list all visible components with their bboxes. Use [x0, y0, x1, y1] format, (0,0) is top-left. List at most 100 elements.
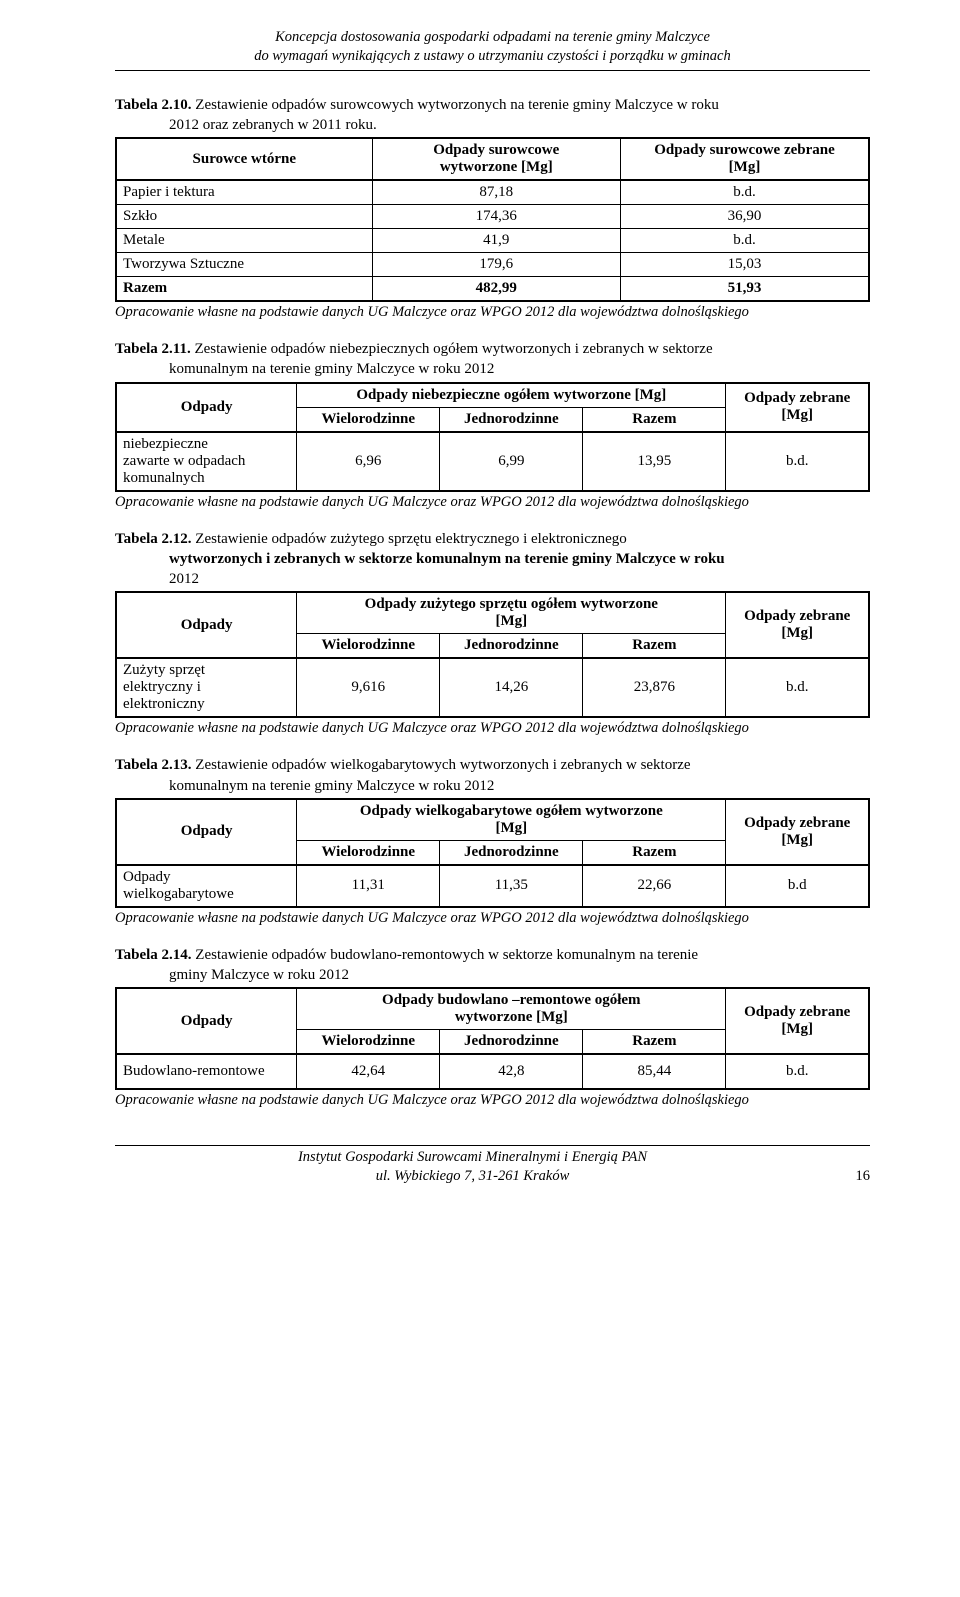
header-rule [115, 70, 870, 71]
table-2-10: Surowce wtórne Odpady surowcowe wytworzo… [115, 137, 870, 302]
cell-z: b.d [726, 865, 869, 907]
table-row: Papier i tektura 87,18 b.d. [116, 180, 869, 205]
table-header-row: Odpady Odpady niebezpieczne ogółem wytwo… [116, 383, 869, 408]
col-zebrane: Odpady zebrane [Mg] [726, 383, 869, 432]
table-row: Odpady wielkogabarytowe 11,31 11,35 22,6… [116, 865, 869, 907]
cell-name: Metale [116, 229, 372, 253]
sub-j: Jednorodzinne [440, 407, 583, 432]
table-header-row: Odpady Odpady zużytego sprzętu ogółem wy… [116, 592, 869, 634]
cell-name: Szkło [116, 205, 372, 229]
doc-header: Koncepcja dostosowania gospodarki odpada… [115, 28, 870, 66]
caption-2-13: Tabela 2.13. Zestawienie odpadów wielkog… [115, 755, 870, 796]
header-line1: Koncepcja dostosowania gospodarki odpada… [275, 29, 710, 45]
page-footer: Instytut Gospodarki Surowcami Mineralnym… [115, 1148, 870, 1186]
caption-2-12: Tabela 2.12. Zestawienie odpadów zużyteg… [115, 529, 870, 590]
caption-num: Tabela 2.14. [115, 947, 192, 963]
table-row: Szkło 174,36 36,90 [116, 205, 869, 229]
caption-text-l2: gminy Malczyce w roku 2012 [115, 965, 870, 985]
col-grp: Odpady niebezpieczne ogółem wytworzone [… [297, 383, 726, 408]
page-number: 16 [830, 1167, 870, 1186]
col-odpady: Odpady [116, 592, 297, 658]
cell-name: Papier i tektura [116, 180, 372, 205]
table-2-13: Odpady Odpady wielkogabarytowe ogółem wy… [115, 798, 870, 908]
table-header-row: Odpady Odpady wielkogabarytowe ogółem wy… [116, 799, 869, 841]
cell-j: 11,35 [440, 865, 583, 907]
col-grp: Odpady budowlano –remontowe ogółem wytwo… [297, 988, 726, 1030]
cell-z: b.d. [726, 658, 869, 717]
cell-r: 22,66 [583, 865, 726, 907]
cell-name: Odpady wielkogabarytowe [116, 865, 297, 907]
cell-name: Razem [116, 277, 372, 302]
cell-r: 85,44 [583, 1054, 726, 1089]
cell-v1: 482,99 [372, 277, 620, 302]
sub-r: Razem [583, 634, 726, 659]
col-odpady: Odpady [116, 988, 297, 1054]
cell-r: 23,876 [583, 658, 726, 717]
cell-v2: 15,03 [621, 253, 870, 277]
table-row: niebezpieczne zawarte w odpadach komunal… [116, 432, 869, 491]
col-surowce: Surowce wtórne [116, 138, 372, 180]
table-header-row: Surowce wtórne Odpady surowcowe wytworzo… [116, 138, 869, 180]
caption-text: Zestawienie odpadów niebezpiecznych ogół… [191, 341, 713, 357]
cell-z: b.d. [726, 1054, 869, 1089]
sub-r: Razem [583, 407, 726, 432]
caption-text-l2: wytworzonych i zebranych w sektorze komu… [115, 549, 870, 569]
col-zebrane: Odpady zebrane [Mg] [726, 988, 869, 1054]
table-row: Tworzywa Sztuczne 179,6 15,03 [116, 253, 869, 277]
col-zebrane: Odpady zebrane [Mg] [726, 799, 869, 865]
caption-text-l2: komunalnym na terenie gminy Malczyce w r… [115, 359, 870, 379]
cell-z: b.d. [726, 432, 869, 491]
table-row: Budowlano-remontowe 42,64 42,8 85,44 b.d… [116, 1054, 869, 1089]
cell-name: niebezpieczne zawarte w odpadach komunal… [116, 432, 297, 491]
cell-v2: b.d. [621, 180, 870, 205]
caption-2-11: Tabela 2.11. Zestawienie odpadów niebezp… [115, 339, 870, 380]
caption-2-10: Tabela 2.10. Zestawienie odpadów surowco… [115, 95, 870, 136]
table-2-12: Odpady Odpady zużytego sprzętu ogółem wy… [115, 591, 870, 718]
caption-num: Tabela 2.13. [115, 757, 192, 773]
col-wytworzone: Odpady surowcowe wytworzone [Mg] [372, 138, 620, 180]
sub-r: Razem [583, 1030, 726, 1055]
cell-v1: 174,36 [372, 205, 620, 229]
source-note: Opracowanie własne na podstawie danych U… [115, 910, 870, 927]
table-total-row: Razem 482,99 51,93 [116, 277, 869, 302]
cell-j: 6,99 [440, 432, 583, 491]
cell-v1: 87,18 [372, 180, 620, 205]
cell-name: Zużyty sprzęt elektryczny i elektroniczn… [116, 658, 297, 717]
cell-name: Tworzywa Sztuczne [116, 253, 372, 277]
cell-w: 11,31 [297, 865, 440, 907]
caption-text: Zestawienie odpadów zużytego sprzętu ele… [192, 531, 627, 547]
sub-w: Wielorodzinne [297, 407, 440, 432]
caption-num: Tabela 2.11. [115, 341, 191, 357]
cell-v2: 36,90 [621, 205, 870, 229]
cell-w: 42,64 [297, 1054, 440, 1089]
col-odpady: Odpady [116, 799, 297, 865]
source-note: Opracowanie własne na podstawie danych U… [115, 1092, 870, 1109]
sub-j: Jednorodzinne [440, 840, 583, 865]
table-row: Metale 41,9 b.d. [116, 229, 869, 253]
cell-v1: 41,9 [372, 229, 620, 253]
caption-text: Zestawienie odpadów budowlano-remontowyc… [192, 947, 699, 963]
sub-w: Wielorodzinne [297, 634, 440, 659]
caption-text-l2: komunalnym na terenie gminy Malczyce w r… [115, 776, 870, 796]
sub-r: Razem [583, 840, 726, 865]
footer-text: Instytut Gospodarki Surowcami Mineralnym… [115, 1148, 830, 1186]
cell-v2: b.d. [621, 229, 870, 253]
caption-2-14: Tabela 2.14. Zestawienie odpadów budowla… [115, 945, 870, 986]
caption-text-l3: 2012 [115, 569, 870, 589]
table-header-row: Odpady Odpady budowlano –remontowe ogółe… [116, 988, 869, 1030]
table-row: Zużyty sprzęt elektryczny i elektroniczn… [116, 658, 869, 717]
cell-j: 14,26 [440, 658, 583, 717]
caption-num: Tabela 2.10. [115, 97, 192, 113]
col-grp: Odpady wielkogabarytowe ogółem wytworzon… [297, 799, 726, 841]
caption-num: Tabela 2.12. [115, 531, 192, 547]
source-note: Opracowanie własne na podstawie danych U… [115, 304, 870, 321]
sub-j: Jednorodzinne [440, 1030, 583, 1055]
header-line2: do wymagań wynikających z ustawy o utrzy… [254, 48, 730, 64]
footer-rule [115, 1145, 870, 1146]
col-zebrane: Odpady surowcowe zebrane [Mg] [621, 138, 870, 180]
caption-text: Zestawienie odpadów wielkogabarytowych w… [192, 757, 691, 773]
cell-v1: 179,6 [372, 253, 620, 277]
col-odpady: Odpady [116, 383, 297, 432]
cell-w: 9,616 [297, 658, 440, 717]
col-grp: Odpady zużytego sprzętu ogółem wytworzon… [297, 592, 726, 634]
